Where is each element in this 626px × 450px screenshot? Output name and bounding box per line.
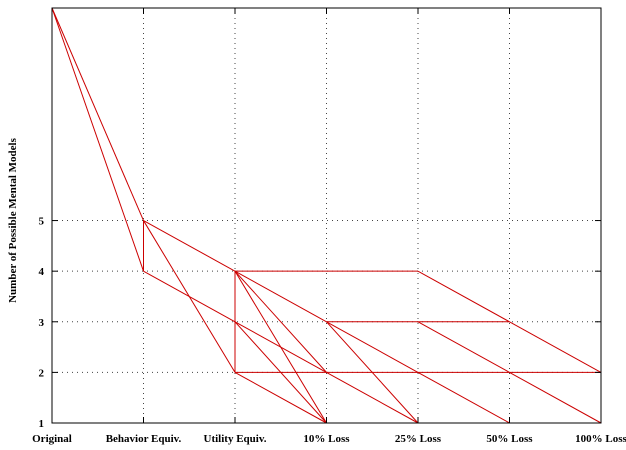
y-axis: 1 2 3 4 5 [39, 216, 601, 430]
series-segment [234, 270, 327, 373]
series-segment [417, 270, 510, 323]
series-segment [417, 371, 510, 424]
series-lines [51, 7, 602, 424]
x-axis: Original Behavior Equiv. Utility Equiv. 10%… [32, 8, 626, 445]
series-segment [51, 7, 144, 272]
x-tick-label: Behavior Equiv. [106, 433, 182, 445]
y-tick-label: 3 [39, 317, 45, 329]
x-tick-label: 25% Loss [395, 433, 442, 445]
y-tick-label: 4 [39, 266, 45, 278]
series-segment [51, 7, 144, 221]
y-tick-label: 2 [39, 367, 45, 379]
y-axis-title: Number of Possible Mental Models [7, 137, 19, 303]
series-segment [509, 321, 602, 373]
x-tick-label: Utility Equiv. [204, 433, 267, 445]
plot-frame [51, 7, 602, 424]
x-tick-label: 10% Loss [303, 433, 350, 445]
series-segment [326, 321, 419, 373]
y-tick-label: 1 [39, 418, 45, 430]
series-segment [234, 270, 327, 323]
series-segment [143, 270, 236, 323]
series-segment [143, 220, 236, 272]
x-tick-label: 100% Loss [575, 433, 626, 445]
series-segment [234, 321, 327, 373]
x-tick-label: 50% Loss [486, 433, 533, 445]
series-segment [326, 321, 419, 424]
series-segment [234, 371, 327, 424]
grid [52, 8, 601, 423]
series-segment [417, 321, 510, 373]
x-tick-label: Original [32, 433, 72, 445]
series-segment [509, 371, 602, 424]
series-segment [326, 371, 419, 424]
y-tick-label: 5 [39, 216, 45, 228]
